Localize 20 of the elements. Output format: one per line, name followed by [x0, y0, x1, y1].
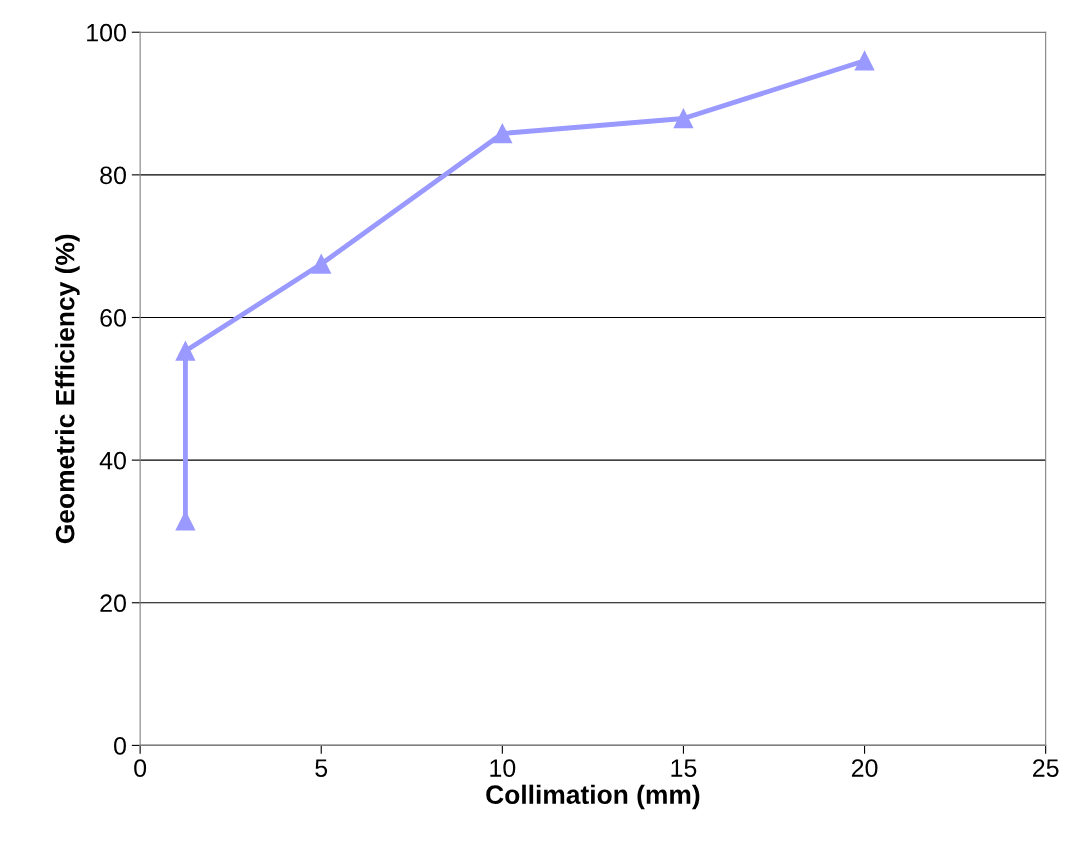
y-tick-label: 0: [114, 736, 126, 755]
x-tick-label: 20: [851, 759, 878, 777]
point: [673, 108, 694, 129]
y-tick-label: 60: [100, 309, 126, 327]
point: [311, 254, 331, 274]
point: [854, 51, 875, 71]
x-tick-label: 15: [671, 759, 697, 777]
y-tick-label: 100: [87, 23, 126, 42]
y-tick-label: 20: [100, 594, 126, 613]
point: [492, 123, 513, 144]
x-axis-title: Collimation (mm): [486, 784, 700, 810]
x-tick-label: 25: [1033, 759, 1059, 777]
x-tick-label: 5: [315, 759, 328, 777]
y-axis-title: Geometric Efficiency (%): [55, 234, 80, 544]
y-tick-label: 40: [99, 451, 126, 470]
point: [175, 511, 196, 531]
x-tick-label: 0: [134, 759, 147, 777]
x-tick-label: 10: [490, 759, 516, 777]
y-tick-label: 80: [100, 166, 126, 185]
point: [175, 341, 196, 361]
